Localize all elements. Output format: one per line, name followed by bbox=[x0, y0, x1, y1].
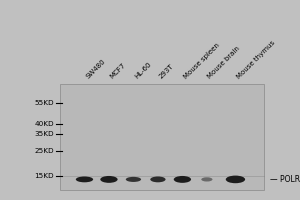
Text: 40KD: 40KD bbox=[34, 121, 54, 127]
Ellipse shape bbox=[201, 177, 212, 182]
Ellipse shape bbox=[76, 176, 93, 182]
Ellipse shape bbox=[126, 177, 141, 182]
Ellipse shape bbox=[226, 176, 245, 183]
Text: — POLR2H: — POLR2H bbox=[270, 175, 300, 184]
Text: Mouse thymus: Mouse thymus bbox=[236, 40, 276, 80]
Ellipse shape bbox=[100, 176, 118, 183]
Text: 25KD: 25KD bbox=[34, 148, 54, 154]
Text: HL-60: HL-60 bbox=[134, 61, 152, 80]
Text: MCF7: MCF7 bbox=[109, 62, 127, 80]
Text: Mouse brain: Mouse brain bbox=[207, 45, 242, 80]
Bar bbox=[60, 84, 264, 190]
Text: Mouse spleen: Mouse spleen bbox=[182, 42, 220, 80]
Text: 35KD: 35KD bbox=[34, 131, 54, 137]
Text: 293T: 293T bbox=[158, 63, 175, 80]
Ellipse shape bbox=[150, 176, 166, 182]
Text: SW480: SW480 bbox=[85, 58, 106, 80]
Text: 55KD: 55KD bbox=[34, 100, 54, 106]
Text: 15KD: 15KD bbox=[34, 173, 54, 179]
Ellipse shape bbox=[174, 176, 191, 183]
